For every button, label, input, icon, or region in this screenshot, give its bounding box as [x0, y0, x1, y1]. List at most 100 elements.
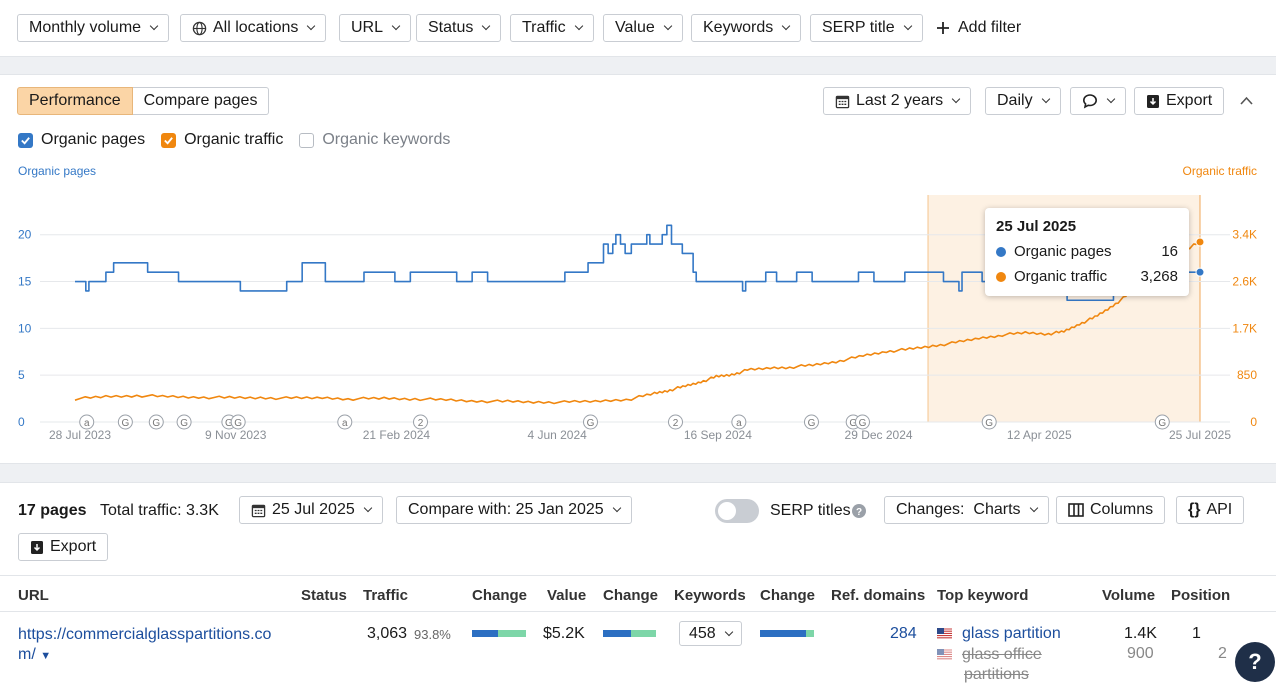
top-keyword-link[interactable]: glass partition — [962, 625, 1061, 642]
serp-titles-toggle[interactable] — [715, 499, 759, 523]
chevron-down-icon — [724, 627, 733, 636]
filter-traffic[interactable]: Traffic — [510, 14, 594, 42]
column-header-status[interactable]: Status — [301, 587, 347, 604]
filter-value[interactable]: Value — [603, 14, 683, 42]
second-keyword-text: partitions — [964, 666, 1029, 683]
annotation-marker[interactable] — [337, 414, 353, 430]
help-button[interactable]: ? — [1235, 642, 1275, 682]
annotation-marker[interactable] — [117, 414, 133, 430]
braces-icon: {} — [1188, 501, 1201, 518]
filter-label: Traffic — [522, 19, 566, 36]
columns-button[interactable]: Columns — [1056, 496, 1166, 524]
help-circle-icon[interactable]: ? — [852, 504, 866, 518]
checkbox-organic-traffic[interactable]: Organic traffic — [161, 131, 283, 149]
api-button[interactable]: {} API — [1176, 496, 1245, 524]
total-traffic: Total traffic: 3.3K — [100, 502, 219, 519]
annotation-marker[interactable] — [803, 414, 819, 430]
columns-label: Columns — [1090, 501, 1154, 518]
filter-status[interactable]: Status — [416, 14, 502, 42]
filter-serp-title[interactable]: SERP title — [810, 14, 923, 42]
x-tick-label: 16 Sep 2024 — [684, 428, 752, 442]
checkbox-label: Organic traffic — [184, 131, 284, 148]
compare-date-select[interactable]: Compare with: 25 Jan 2025 — [396, 496, 632, 524]
filter-label: SERP title — [822, 19, 895, 36]
changes-select[interactable]: Changes: Charts — [884, 496, 1049, 524]
column-header-top-keyword[interactable]: Top keyword — [937, 587, 1029, 604]
annotation-label: G — [587, 418, 595, 429]
column-header-value-change[interactable]: Change — [603, 587, 659, 604]
annotation-label: G — [234, 418, 242, 429]
chevron-down-icon — [1106, 94, 1116, 104]
top-keyword: glass partition — [937, 625, 1061, 643]
annotation-marker[interactable] — [1154, 414, 1170, 430]
annotation-marker[interactable] — [176, 414, 192, 430]
column-header-keywords-change[interactable]: Change — [760, 587, 816, 604]
annotation-marker[interactable] — [79, 414, 95, 430]
filter-label: Value — [615, 19, 655, 36]
column-header-traffic[interactable]: Traffic — [363, 587, 409, 604]
svg-text:?: ? — [856, 507, 862, 518]
tab-compare-pages[interactable]: Compare pages — [132, 87, 270, 115]
column-header-traffic-change[interactable]: Change — [472, 587, 528, 604]
checkbox-checked — [18, 132, 33, 148]
left-axis-title: Organic pages — [18, 165, 96, 178]
add-filter-button[interactable]: Add filter — [936, 14, 1021, 42]
collapse-chevron-icon[interactable] — [1240, 96, 1253, 105]
table-row-url[interactable]: https://commercialglasspartitions.co m/ … — [18, 625, 271, 666]
date-label: 25 Jul 2025 — [272, 501, 355, 518]
column-header-url[interactable]: URL — [18, 587, 49, 604]
series-toggles: Organic pages Organic traffic Organic ke… — [18, 131, 466, 149]
tooltip-row-pages: Organic pages 16 — [996, 243, 1178, 260]
filter-locations[interactable]: All locations — [180, 14, 327, 42]
keywords-count: 458 — [689, 624, 716, 642]
column-header-value[interactable]: Value — [547, 587, 587, 604]
annotation-marker[interactable] — [148, 414, 164, 430]
ref-domains-link[interactable]: 284 — [890, 625, 917, 642]
volume-value: 1.4K — [1124, 625, 1157, 642]
value-cell: $5.2K — [543, 625, 585, 642]
checkbox-organic-keywords[interactable]: Organic keywords — [299, 131, 450, 149]
filter-keywords[interactable]: Keywords — [691, 14, 802, 42]
checkbox-organic-pages[interactable]: Organic pages — [18, 131, 145, 149]
caret-down-icon[interactable]: ▼ — [40, 650, 52, 662]
table-export-button[interactable]: Export — [18, 533, 109, 561]
annotation-marker[interactable] — [731, 414, 747, 430]
filter-url[interactable]: URL — [339, 14, 412, 42]
annotation-marker[interactable] — [667, 414, 683, 430]
serp-titles-label: SERP titles — [770, 502, 851, 519]
x-tick-label: 29 Dec 2024 — [845, 428, 913, 442]
tooltip-value: 16 — [1161, 243, 1178, 260]
comment-icon — [1082, 94, 1098, 109]
filter-monthly-volume[interactable]: Monthly volume — [17, 14, 170, 42]
x-tick-label: 9 Nov 2023 — [205, 428, 267, 442]
series-point-organic-traffic — [1195, 237, 1205, 247]
annotation-label: a — [342, 418, 348, 429]
annotation-marker[interactable] — [981, 414, 997, 430]
value-change-bar — [603, 630, 656, 637]
column-header-position[interactable]: Position — [1171, 587, 1231, 604]
annotations-select[interactable] — [1070, 87, 1126, 115]
annotation-marker[interactable] — [854, 414, 870, 430]
export-label: Export — [1166, 92, 1213, 109]
annotation-label: G — [1158, 418, 1166, 429]
column-header-keywords[interactable]: Keywords — [674, 587, 746, 604]
tab-performance[interactable]: Performance — [17, 87, 133, 115]
annotation-marker[interactable] — [230, 414, 246, 430]
granularity-select[interactable]: Daily — [985, 87, 1061, 115]
filter-label: Status — [428, 19, 474, 36]
keywords-dropdown[interactable]: 458 — [679, 621, 742, 646]
date-select[interactable]: 25 Jul 2025 — [239, 496, 383, 524]
column-header-ref-domains[interactable]: Ref. domains — [831, 587, 926, 604]
annotation-label: G — [808, 418, 816, 429]
legend-dot — [996, 246, 1006, 257]
chart-export-button[interactable]: Export — [1134, 87, 1225, 115]
right-tick-label: 2.6K — [1232, 275, 1257, 289]
chevron-down-icon — [307, 21, 316, 31]
chart-tooltip: 25 Jul 2025 Organic pages 16 Organic traf… — [985, 208, 1189, 296]
annotation-marker[interactable] — [413, 414, 429, 430]
annotation-marker[interactable] — [583, 414, 599, 430]
us-flag-icon — [937, 628, 952, 640]
date-range-select[interactable]: Last 2 years — [823, 87, 972, 115]
chevron-down-icon — [391, 21, 401, 31]
column-header-volume[interactable]: Volume — [1102, 587, 1156, 604]
